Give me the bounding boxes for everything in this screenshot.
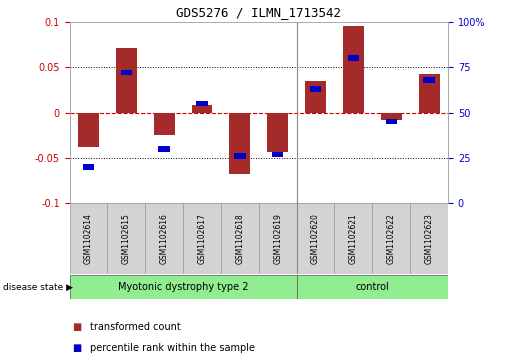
Bar	[348, 55, 359, 61]
Bar	[145, 203, 183, 274]
Bar	[267, 113, 288, 152]
Bar	[221, 203, 259, 274]
Bar	[297, 275, 448, 299]
Bar	[305, 81, 326, 113]
Bar	[297, 203, 335, 274]
Bar	[70, 275, 297, 299]
Bar	[372, 203, 410, 274]
Bar	[192, 105, 212, 113]
Bar	[121, 70, 132, 76]
Text: percentile rank within the sample: percentile rank within the sample	[90, 343, 255, 354]
Bar	[183, 203, 221, 274]
Bar	[107, 203, 145, 274]
Bar	[272, 152, 283, 157]
Text: control: control	[355, 282, 389, 292]
Text: GSM1102621: GSM1102621	[349, 213, 358, 264]
Bar	[410, 203, 448, 274]
Text: transformed count: transformed count	[90, 322, 181, 332]
Text: ■: ■	[72, 322, 81, 332]
Bar	[230, 113, 250, 174]
Bar	[343, 26, 364, 113]
Bar	[423, 77, 435, 83]
Text: GSM1102614: GSM1102614	[84, 213, 93, 264]
Text: GSM1102623: GSM1102623	[425, 213, 434, 264]
Bar	[234, 154, 246, 159]
Bar	[381, 113, 402, 120]
Bar	[70, 203, 107, 274]
Text: GSM1102617: GSM1102617	[198, 213, 207, 264]
Text: GSM1102622: GSM1102622	[387, 213, 396, 264]
Bar	[116, 48, 136, 113]
Bar	[310, 86, 321, 92]
Text: GSM1102619: GSM1102619	[273, 213, 282, 264]
Text: disease state ▶: disease state ▶	[3, 283, 73, 291]
Text: ■: ■	[72, 343, 81, 354]
Bar	[83, 164, 94, 170]
Bar	[196, 101, 208, 106]
Text: GSM1102618: GSM1102618	[235, 213, 244, 264]
Text: GSM1102615: GSM1102615	[122, 213, 131, 264]
Bar	[78, 113, 99, 147]
Bar	[259, 203, 297, 274]
Bar	[386, 119, 397, 124]
Text: Myotonic dystrophy type 2: Myotonic dystrophy type 2	[118, 282, 248, 292]
Title: GDS5276 / ILMN_1713542: GDS5276 / ILMN_1713542	[176, 6, 341, 19]
Text: GSM1102620: GSM1102620	[311, 213, 320, 264]
Bar	[335, 203, 372, 274]
Bar	[419, 74, 439, 113]
Bar	[159, 146, 170, 152]
Bar	[154, 113, 175, 135]
Text: GSM1102616: GSM1102616	[160, 213, 168, 264]
